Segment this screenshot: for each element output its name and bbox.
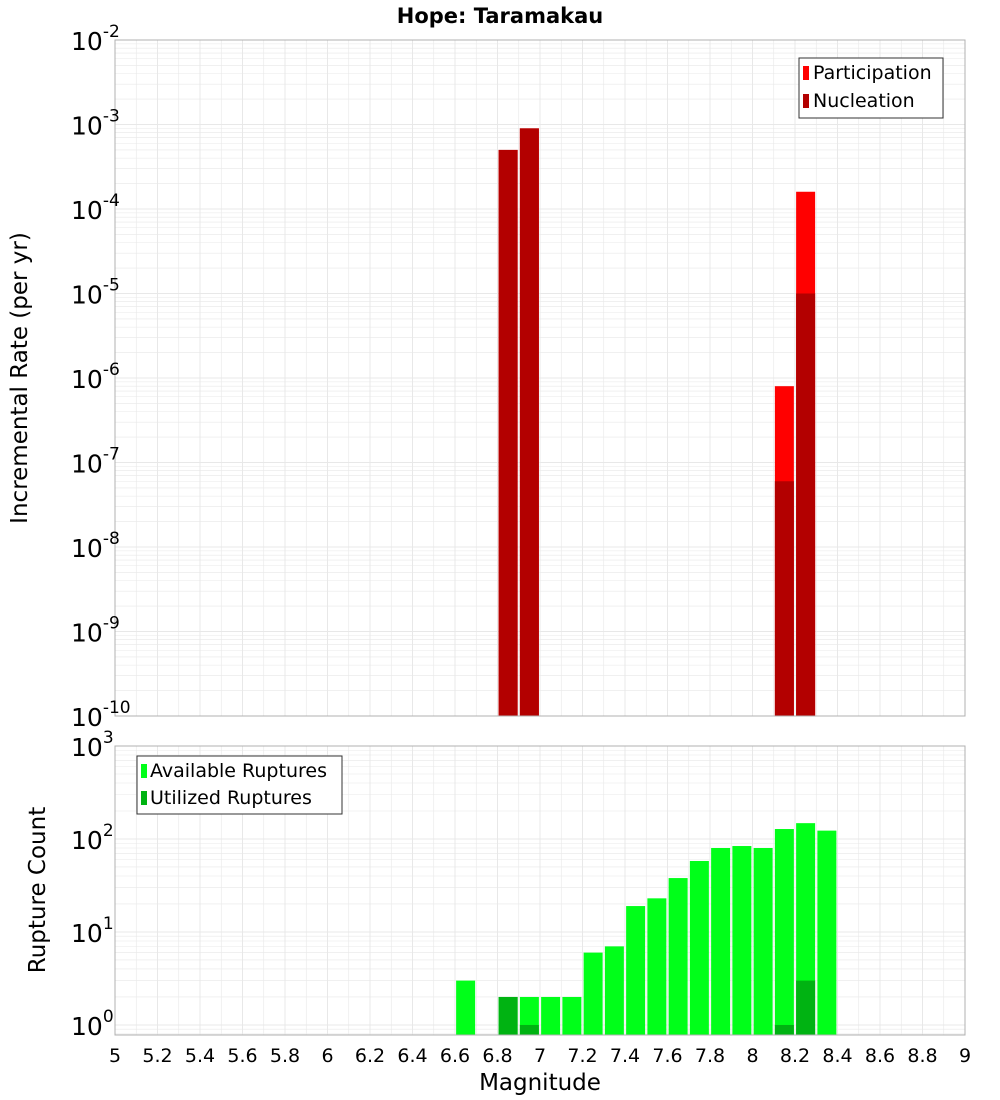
utilized-ruptures-bar bbox=[519, 1024, 539, 1035]
x-tick-label: 5.2 bbox=[142, 1045, 172, 1067]
nucleation-bar bbox=[519, 128, 539, 716]
rate-panel: 10-2 10-3 10-4 10-5 10-6 10-7 10-8 10-9 10-10 In… bbox=[7, 22, 966, 732]
x-tick-label: 6.6 bbox=[440, 1045, 470, 1067]
x-tick-label: 7.8 bbox=[695, 1045, 725, 1067]
x-tick-label: 8.6 bbox=[865, 1045, 895, 1067]
nucleation-bar bbox=[774, 481, 794, 716]
x-tick-label: 7.6 bbox=[652, 1045, 682, 1067]
rate-bars bbox=[498, 128, 816, 717]
rate-y-tick-label: 10-10 bbox=[71, 698, 131, 732]
available-ruptures-bar bbox=[774, 829, 794, 1035]
participation-legend-label: Participation bbox=[813, 62, 932, 84]
nucleation-bar bbox=[498, 149, 518, 717]
rate-y-tick-label: 10-4 bbox=[71, 191, 120, 225]
utilized-ruptures-bar bbox=[774, 1024, 794, 1035]
rate-y-tick-label: 10-5 bbox=[71, 276, 120, 310]
count-y-tick-label: 101 bbox=[71, 914, 114, 948]
available-ruptures-bar bbox=[562, 996, 582, 1035]
available-ruptures-bar bbox=[711, 848, 731, 1035]
x-tick-label: 8.8 bbox=[907, 1045, 937, 1067]
available-ruptures-bar bbox=[647, 898, 667, 1035]
rate-y-ticks: 10-2 10-3 10-4 10-5 10-6 10-7 10-8 10-9 10-10 bbox=[71, 22, 131, 732]
nucleation-legend-swatch bbox=[803, 94, 809, 108]
rate-y-tick-label: 10-6 bbox=[71, 360, 120, 394]
x-tick-label: 8.4 bbox=[822, 1045, 852, 1067]
x-tick-label: 5 bbox=[109, 1045, 121, 1067]
utilized-ruptures-bar bbox=[796, 980, 816, 1035]
rate-y-axis-label: Incremental Rate (per yr) bbox=[7, 232, 33, 524]
available-ruptures-bar bbox=[626, 906, 646, 1035]
rate-y-tick-label: 10-7 bbox=[71, 445, 120, 479]
available-legend-swatch bbox=[141, 764, 147, 778]
rate-y-tick-label: 10-3 bbox=[71, 107, 120, 141]
rate-y-tick-label: 10-8 bbox=[71, 529, 120, 563]
x-axis-label: Magnitude bbox=[479, 1070, 601, 1096]
x-axis-ticks: 5 5.2 5.4 5.6 5.8 6 6.2 6.4 6.6 6.8 7 7.2 7.4 7.6 7.8 8… bbox=[109, 1045, 971, 1067]
count-legend: Available Ruptures Utilized Ruptures bbox=[136, 755, 343, 815]
available-ruptures-bar bbox=[583, 952, 603, 1035]
x-tick-label: 6.8 bbox=[482, 1045, 512, 1067]
count-y-tick-label: 102 bbox=[71, 821, 114, 855]
count-legend-box bbox=[136, 755, 343, 815]
count-y-axis-label: Rupture Count bbox=[25, 807, 51, 973]
count-bars bbox=[456, 823, 837, 1035]
x-tick-label: 6.4 bbox=[397, 1045, 427, 1067]
count-panel: 103 102 101 100 Rupture Count Available Rup… bbox=[25, 728, 971, 1096]
available-legend-label: Available Ruptures bbox=[150, 760, 327, 782]
available-ruptures-bar bbox=[541, 996, 561, 1035]
rate-legend: Participation Nucleation bbox=[798, 57, 944, 119]
x-tick-label: 8 bbox=[746, 1045, 758, 1067]
available-ruptures-bar bbox=[689, 860, 709, 1035]
nucleation-legend-label: Nucleation bbox=[813, 90, 915, 112]
rate-plot-border bbox=[114, 39, 966, 717]
utilized-legend-label: Utilized Ruptures bbox=[150, 787, 312, 809]
x-tick-label: 5.8 bbox=[270, 1045, 300, 1067]
rate-y-tick-label: 10-2 bbox=[71, 22, 120, 56]
x-tick-label: 8.2 bbox=[780, 1045, 810, 1067]
count-plot-border bbox=[114, 745, 966, 1036]
available-ruptures-bar bbox=[817, 830, 837, 1035]
x-tick-label: 9 bbox=[959, 1045, 971, 1067]
count-y-tick-label: 100 bbox=[71, 1007, 114, 1041]
available-ruptures-bar bbox=[456, 980, 476, 1035]
x-tick-label: 7.4 bbox=[610, 1045, 640, 1067]
x-tick-label: 7 bbox=[534, 1045, 546, 1067]
rate-grid bbox=[114, 40, 966, 717]
x-tick-label: 6.2 bbox=[355, 1045, 385, 1067]
utilized-legend-swatch bbox=[141, 791, 147, 805]
chart-title: Hope: Taramakau bbox=[397, 4, 603, 28]
x-tick-label: 5.6 bbox=[227, 1045, 257, 1067]
available-ruptures-bar bbox=[604, 946, 624, 1035]
available-ruptures-bar bbox=[732, 846, 752, 1035]
count-y-tick-label: 103 bbox=[71, 728, 114, 762]
rate-y-tick-label: 10-9 bbox=[71, 614, 120, 648]
utilized-ruptures-bar bbox=[498, 996, 518, 1035]
x-tick-label: 7.2 bbox=[567, 1045, 597, 1067]
available-ruptures-bar bbox=[753, 848, 773, 1035]
rate-legend-box bbox=[798, 57, 944, 119]
x-tick-label: 5.4 bbox=[185, 1045, 215, 1067]
nucleation-bar bbox=[796, 293, 816, 716]
x-tick-label: 6 bbox=[321, 1045, 333, 1067]
participation-legend-swatch bbox=[803, 66, 809, 80]
available-ruptures-bar bbox=[668, 878, 688, 1035]
count-y-ticks: 103 102 101 100 bbox=[71, 728, 114, 1041]
